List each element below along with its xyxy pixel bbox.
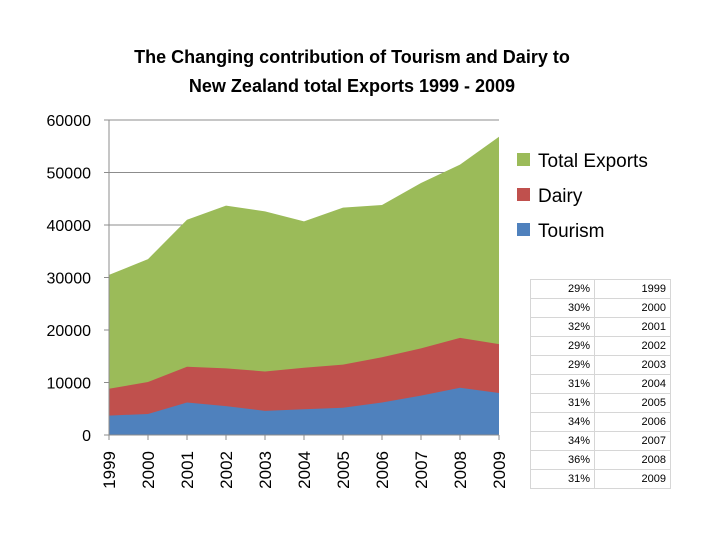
table-row: 31% 2009 — [530, 469, 671, 489]
year-cell: 2002 — [594, 336, 671, 356]
percentage-cell: 29% — [530, 279, 595, 299]
table-row: 31% 2004 — [530, 374, 671, 394]
legend-label: Dairy — [538, 186, 583, 207]
y-tick-label: 0 — [82, 428, 91, 445]
year-cell: 2006 — [594, 412, 671, 432]
y-tick-label: 50000 — [47, 166, 92, 183]
percentage-cell: 29% — [530, 336, 595, 356]
area-tourism — [109, 387, 499, 435]
year-cell: 2007 — [594, 431, 671, 451]
x-tick-label: 2002 — [217, 451, 236, 489]
y-tick-label: 20000 — [47, 323, 92, 340]
x-tick-label: 2000 — [139, 451, 158, 489]
table-row: 30% 2000 — [530, 298, 671, 318]
legend-swatch — [517, 223, 530, 236]
percentage-cell: 31% — [530, 469, 595, 489]
legend: Total Exports Dairy Tourism — [517, 151, 648, 242]
x-tick-label: 2001 — [178, 451, 197, 489]
table-row: 34% 2006 — [530, 412, 671, 432]
year-cell: 1999 — [594, 279, 671, 299]
legend-swatch — [517, 188, 530, 201]
x-tick-label: 2009 — [490, 451, 509, 489]
plot-areas — [109, 136, 499, 436]
table-row: 32% 2001 — [530, 317, 671, 337]
table-row: 29% 2002 — [530, 336, 671, 356]
table-row: 29% 1999 — [530, 279, 671, 299]
x-tick-label: 2008 — [451, 451, 470, 489]
chart-title-line-1: The Changing contribution of Tourism and… — [134, 47, 570, 67]
x-tick-label: 2003 — [256, 451, 275, 489]
table-row: 29% 2003 — [530, 355, 671, 375]
x-tick-label: 2004 — [295, 451, 314, 489]
percentage-cell: 30% — [530, 298, 595, 318]
x-tick-label: 2006 — [373, 451, 392, 489]
year-cell: 2004 — [594, 374, 671, 394]
percentage-cell: 29% — [530, 355, 595, 375]
x-tick-label: 2005 — [334, 451, 353, 489]
year-cell: 2005 — [594, 393, 671, 413]
legend-label: Tourism — [538, 221, 605, 242]
y-tick-label: 60000 — [47, 113, 92, 130]
legend-swatch — [517, 153, 530, 166]
percentage-cell: 31% — [530, 393, 595, 413]
y-tick-label: 40000 — [47, 218, 92, 235]
table-row: 34% 2007 — [530, 431, 671, 451]
year-cell: 2001 — [594, 317, 671, 337]
year-cell: 2008 — [594, 450, 671, 470]
percentage-cell: 36% — [530, 450, 595, 470]
percentage-cell: 34% — [530, 431, 595, 451]
year-cell: 2009 — [594, 469, 671, 489]
x-tick-label: 2007 — [412, 451, 431, 489]
percentage-cell: 31% — [530, 374, 595, 394]
percentage-cell: 34% — [530, 412, 595, 432]
axes: 0 10000 20000 30000 40000 50000 60000 1999 2000 2… — [47, 113, 510, 489]
table-row: 36% 2008 — [530, 450, 671, 470]
legend-label: Total Exports — [538, 151, 648, 172]
chart-title-line-2: New Zealand total Exports 1999 - 2009 — [189, 76, 515, 96]
y-tick-label: 30000 — [47, 271, 92, 288]
year-cell: 2000 — [594, 298, 671, 318]
table-row: 31% 2005 — [530, 393, 671, 413]
year-cell: 2003 — [594, 355, 671, 375]
x-tick-label: 1999 — [100, 451, 119, 489]
percentage-table: 29% 1999 30% 2000 32% 2001 29% 2002 29% 2003 31% 20… — [530, 279, 671, 489]
y-tick-label: 10000 — [47, 376, 92, 393]
percentage-cell: 32% — [530, 317, 595, 337]
